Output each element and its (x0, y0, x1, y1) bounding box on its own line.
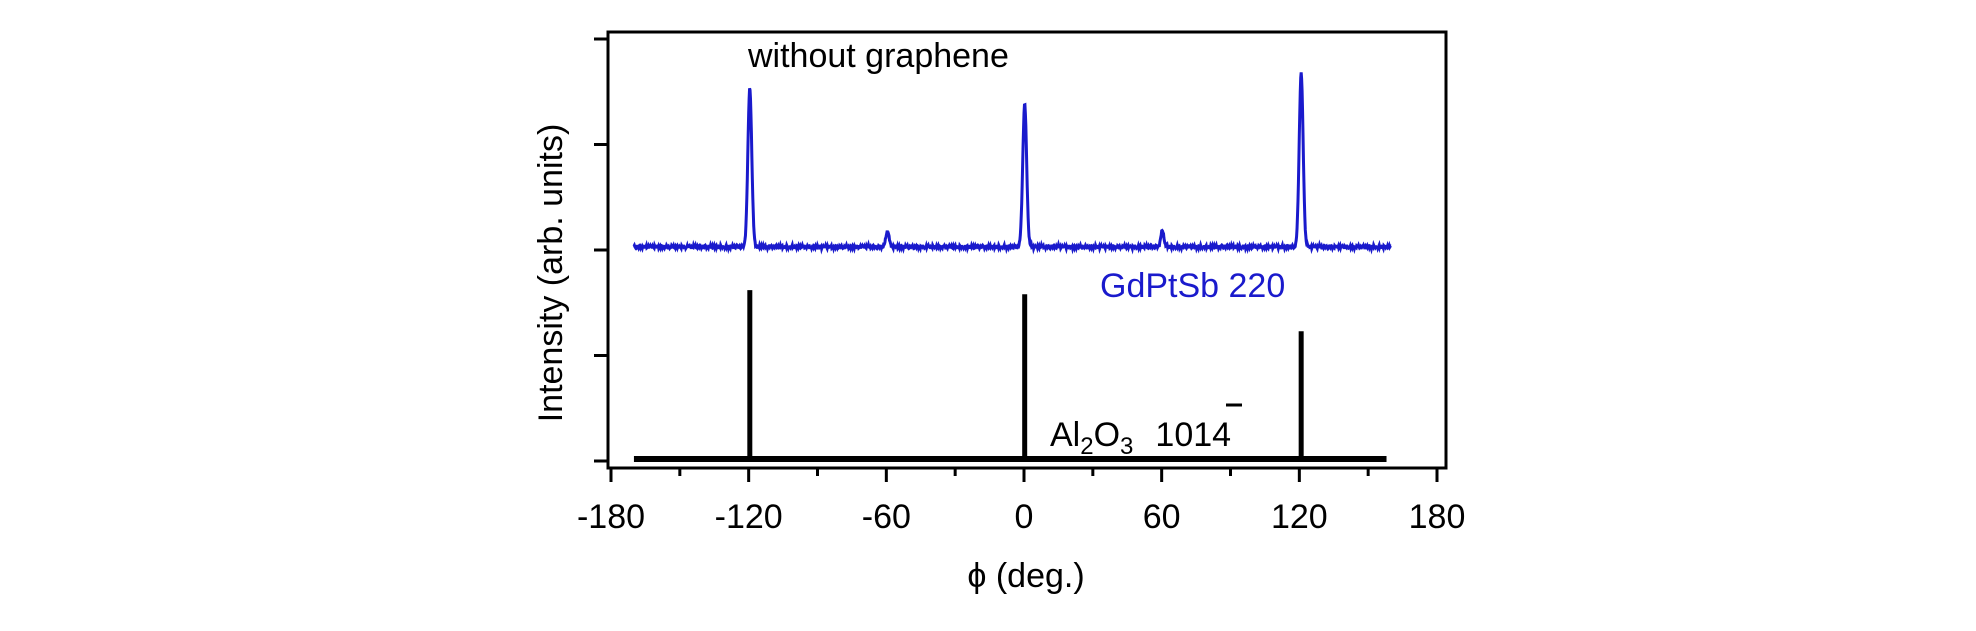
gdptsb-220-series-line (632, 72, 1392, 255)
al2o3-reference-series (633, 290, 1387, 462)
x-tick-label-3: 0 (1015, 498, 1034, 536)
annotation-without-graphene: without graphene (747, 37, 1009, 75)
o-subscript: 3 (1120, 433, 1133, 460)
x-tick-label-2: -60 (862, 498, 911, 536)
x-tick-label-4: 60 (1143, 498, 1181, 536)
al-text: Al (1050, 416, 1080, 454)
annotation-al2o3-1014: Al2O3 1014 (1050, 416, 1231, 460)
al-subscript: 2 (1080, 433, 1093, 460)
x-axis-tick-labels: -180 -120 -60 0 60 120 180 (577, 498, 1465, 536)
x-tick-label-0: -180 (577, 498, 645, 536)
miller-index-suffix: 4 (1212, 416, 1231, 454)
o-text: O (1094, 416, 1120, 454)
y-axis-ticks (594, 37, 608, 463)
x-axis-ticks (609, 468, 1439, 482)
x-tick-label-6: 180 (1409, 498, 1466, 536)
x-axis-label: ϕ (deg.) (967, 557, 1084, 595)
x-tick-label-5: 120 (1271, 498, 1328, 536)
miller-index-barred-digit: 1 (1193, 416, 1212, 454)
y-axis-label: Intensity (arb. units) (532, 124, 570, 423)
miller-index-prefix: 10 (1155, 416, 1193, 454)
annotation-gdptsb-220: GdPtSb 220 (1100, 267, 1285, 305)
x-tick-label-1: -120 (715, 498, 783, 536)
